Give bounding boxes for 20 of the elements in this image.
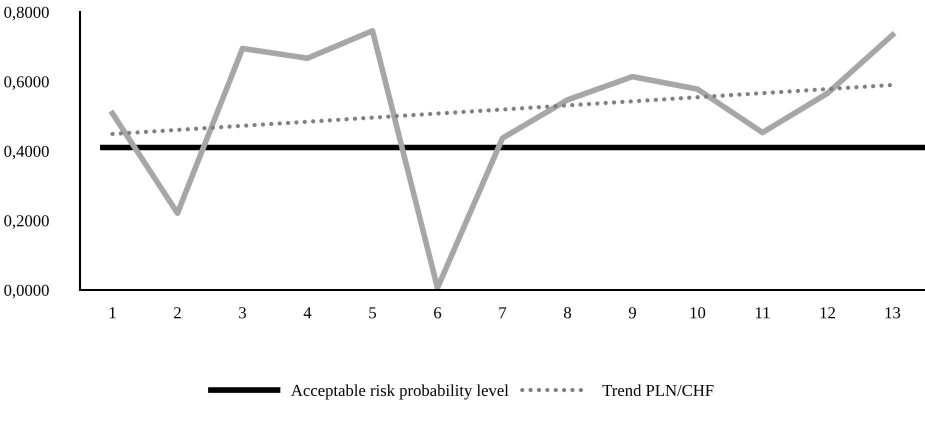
x-tick-label: 2 bbox=[174, 307, 181, 318]
x-tick-label: 12 bbox=[820, 307, 835, 318]
y-tick-label: 0,2000 bbox=[4, 215, 49, 229]
x-tick-label: 5 bbox=[369, 307, 376, 318]
x-tick-label: 7 bbox=[499, 307, 506, 318]
y-tick-label: 0,8000 bbox=[4, 6, 49, 20]
x-tick-label: 11 bbox=[756, 307, 770, 318]
x-tick-label: 13 bbox=[886, 307, 900, 318]
y-tick-label: 0,0000 bbox=[4, 284, 49, 298]
legend-label: Trend PLN/CHF bbox=[602, 384, 714, 396]
x-tick-label: 6 bbox=[434, 307, 442, 318]
x-tick-label: 4 bbox=[304, 307, 312, 318]
x-tick-label: 3 bbox=[239, 307, 246, 318]
legend-label: Acceptable risk probability level bbox=[291, 384, 509, 400]
x-tick-label: 10 bbox=[690, 307, 706, 318]
x-tick-label: 8 bbox=[564, 307, 572, 318]
x-tick-label: 1 bbox=[110, 307, 116, 318]
y-tick-label: 0,6000 bbox=[4, 76, 49, 90]
y-tick-label: 0,4000 bbox=[4, 146, 49, 160]
x-tick-label: 9 bbox=[628, 307, 636, 318]
